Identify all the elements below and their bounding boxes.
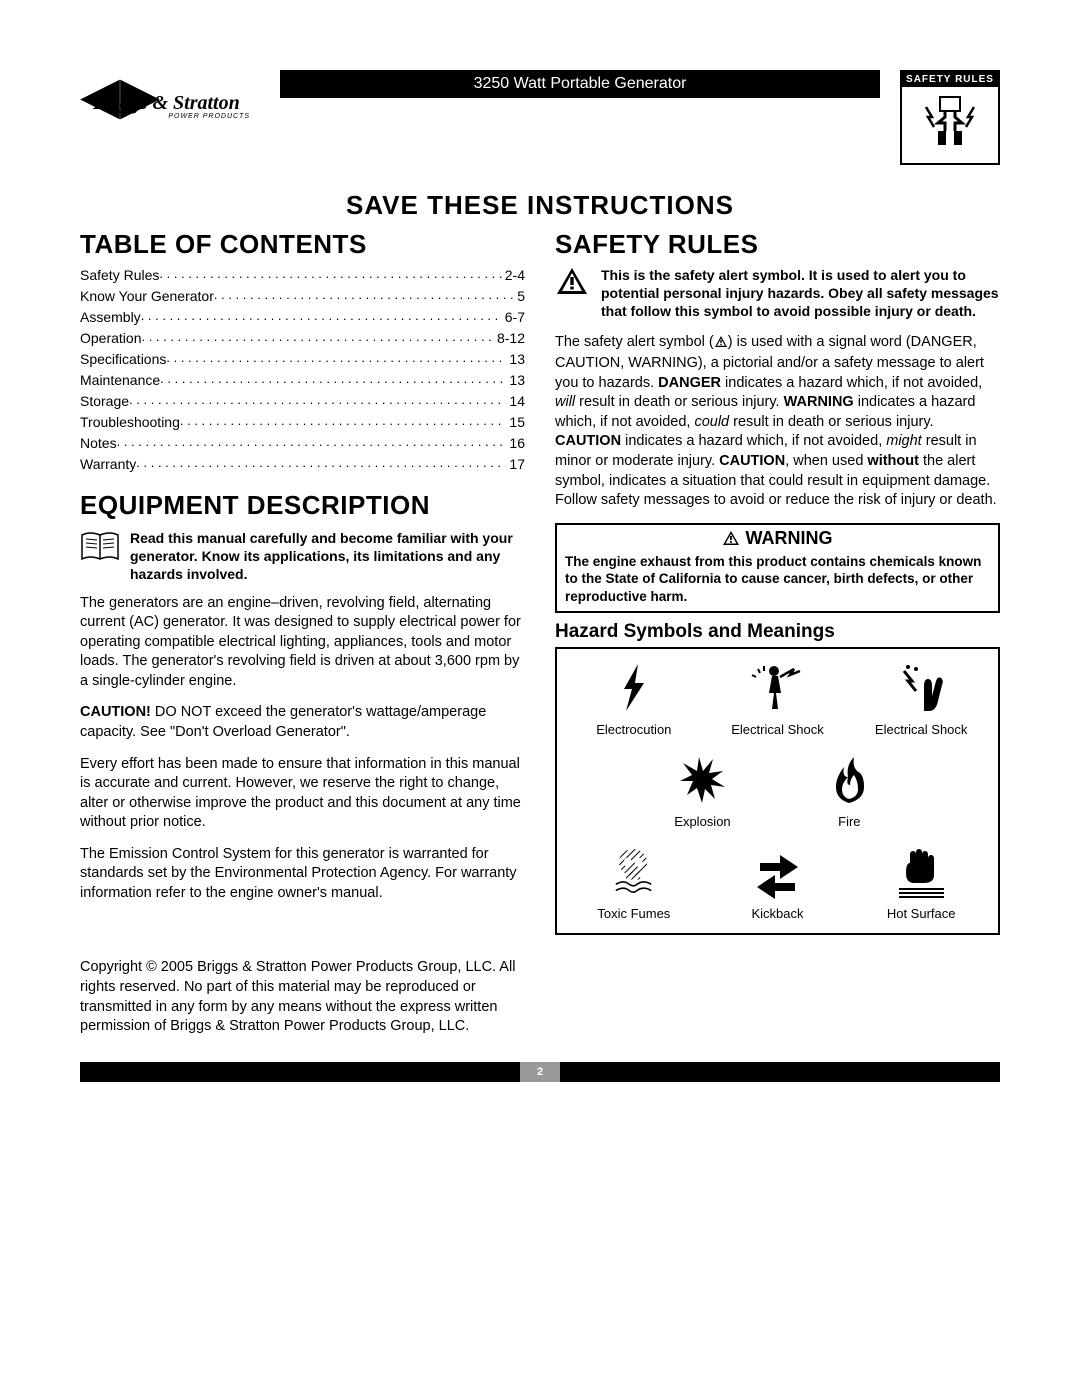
page-number: 2 (520, 1062, 560, 1082)
hazard-symbol: Electrical Shock (711, 661, 845, 737)
hazard-symbol: Toxic Fumes (567, 845, 701, 921)
generator-plug-icon (902, 87, 998, 163)
page-header: ◀▶ Briggs & Stratton POWER PRODUCTS 3250… (80, 70, 1000, 165)
read-manual-text: Read this manual carefully and become fa… (130, 529, 525, 584)
toc-item: Maintenance13 (80, 371, 525, 388)
warning-box-body: The engine exhaust from this product con… (557, 551, 998, 612)
alert-triangle-icon (555, 266, 591, 321)
equipment-para4: The Emission Control System for this gen… (80, 845, 525, 904)
safety-alert-text: This is the safety alert symbol. It is u… (601, 266, 1000, 321)
copyright-text: Copyright © 2005 Briggs & Stratton Power… (80, 958, 525, 1036)
equipment-para1: The generators are an engine–driven, rev… (80, 594, 525, 692)
toc-heading: TABLE OF CONTENTS (80, 229, 525, 260)
signal-word-paragraph: The safety alert symbol () is used with … (555, 333, 1000, 511)
equipment-caution: CAUTION! DO NOT exceed the generator's w… (80, 703, 525, 742)
warning-alert-icon (722, 530, 740, 551)
warning-box-heading: WARNING (557, 525, 998, 551)
toc-item: Warranty17 (80, 455, 525, 472)
manual-book-icon (80, 529, 120, 584)
left-column: TABLE OF CONTENTS Safety Rules2-4 Know Yo… (80, 229, 525, 1037)
document-title-bar: 3250 Watt Portable Generator (280, 70, 880, 98)
hazard-symbol: Kickback (711, 845, 845, 921)
equipment-heading: EQUIPMENT DESCRIPTION (80, 490, 525, 521)
brand-name: Briggs & Stratton (93, 92, 260, 115)
save-instructions-heading: SAVE THESE INSTRUCTIONS (80, 190, 1000, 221)
toc-item: Notes16 (80, 434, 525, 451)
toc-item: Know Your Generator5 (80, 287, 525, 304)
toc-item: Operation8-12 (80, 329, 525, 346)
safety-alert-block: This is the safety alert symbol. It is u… (555, 266, 1000, 321)
brand-logo: ◀▶ Briggs & Stratton POWER PRODUCTS (80, 70, 260, 130)
toc-item: Specifications13 (80, 350, 525, 367)
read-manual-block: Read this manual carefully and become fa… (80, 529, 525, 584)
equipment-para3: Every effort has been made to ensure tha… (80, 755, 525, 833)
safety-rules-heading: SAFETY RULES (555, 229, 1000, 260)
toc-list: Safety Rules2-4 Know Your Generator5 Assem… (80, 266, 525, 472)
hazard-symbol: Electrical Shock (854, 661, 988, 737)
hazard-symbols-heading: Hazard Symbols and Meanings (555, 621, 1000, 643)
safety-rules-badge: SAFETY RULES (900, 70, 1000, 165)
hazard-symbol: Electrocution (567, 661, 701, 737)
warning-box: WARNING The engine exhaust from this pro… (555, 523, 1000, 614)
right-column: SAFETY RULES This is the safety alert sy… (555, 229, 1000, 1037)
toc-item: Storage14 (80, 392, 525, 409)
toc-item: Assembly6-7 (80, 308, 525, 325)
inline-alert-icon (714, 335, 728, 355)
hazard-symbol: Fire (822, 753, 877, 829)
toc-item: Troubleshooting15 (80, 413, 525, 430)
hazard-symbol: Hot Surface (854, 845, 988, 921)
toc-item: Safety Rules2-4 (80, 266, 525, 283)
hazard-symbols-grid: ElectrocutionElectrical ShockElectrical … (555, 647, 1000, 935)
hazard-symbol: Explosion (674, 753, 730, 829)
page-footer: 2 (80, 1062, 1000, 1082)
